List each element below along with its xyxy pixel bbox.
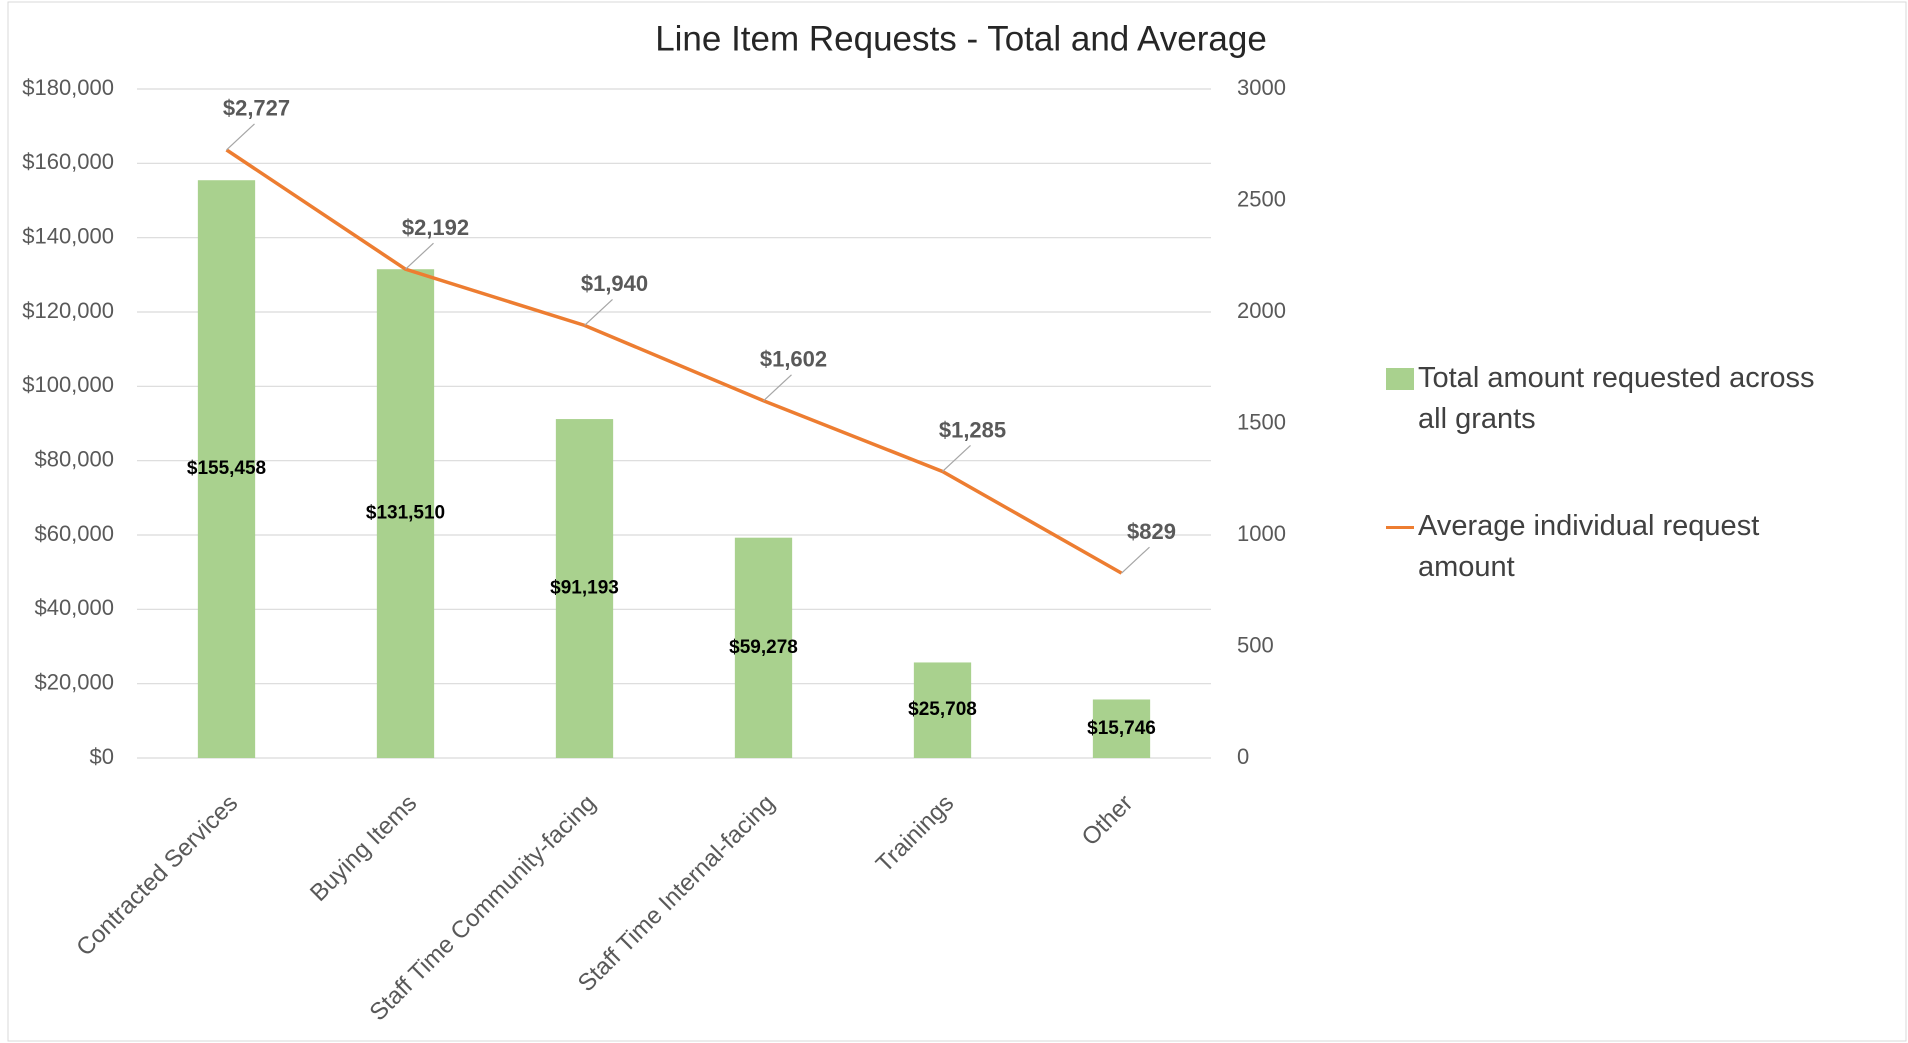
leader-line bbox=[226, 123, 255, 151]
y2-tick-label: 3000 bbox=[1237, 75, 1286, 100]
y-tick-label: $160,000 bbox=[22, 149, 114, 174]
bar-value-label: $15,746 bbox=[1087, 718, 1156, 739]
legend-item: Average individual request amount bbox=[1386, 506, 1826, 588]
y-tick-label: $60,000 bbox=[34, 521, 114, 546]
y2-tick-label: 1500 bbox=[1237, 409, 1286, 434]
bar-value-label: $155,458 bbox=[187, 458, 266, 479]
y-tick-label: $20,000 bbox=[34, 669, 114, 694]
chart-frame bbox=[7, 1, 1907, 1042]
leader-line bbox=[1121, 546, 1150, 574]
legend-item: Total amount requested across all grants bbox=[1386, 358, 1826, 440]
bar bbox=[734, 537, 793, 758]
legend-swatch bbox=[1386, 368, 1414, 390]
bar-value-label: $91,193 bbox=[550, 578, 619, 599]
x-tick-label: Contracted Services bbox=[71, 790, 243, 962]
y2-tick-label: 500 bbox=[1237, 632, 1274, 657]
legend-swatch bbox=[1386, 526, 1414, 529]
legend-label: Total amount requested across all grants bbox=[1418, 362, 1815, 435]
line-value-label: $1,285 bbox=[939, 417, 1006, 442]
y-tick-label: $0 bbox=[90, 744, 114, 769]
bar bbox=[913, 662, 972, 758]
y-tick-label: $140,000 bbox=[22, 223, 114, 248]
y2-tick-label: 1000 bbox=[1237, 521, 1286, 546]
chart-title: Line Item Requests - Total and Average bbox=[655, 19, 1267, 58]
bar-value-label: $25,708 bbox=[908, 699, 977, 720]
bar bbox=[1092, 699, 1151, 758]
leader-line bbox=[763, 374, 792, 402]
leader-line bbox=[942, 445, 971, 472]
leader-line bbox=[405, 242, 434, 270]
line-value-label: $1,602 bbox=[760, 347, 827, 372]
y-tick-label: $100,000 bbox=[22, 372, 114, 397]
x-tick-label: Other bbox=[1077, 790, 1139, 852]
line-value-label: $2,192 bbox=[402, 215, 469, 240]
y2-tick-label: 2500 bbox=[1237, 186, 1286, 211]
line bbox=[225, 148, 1123, 575]
y-tick-label: $80,000 bbox=[34, 446, 114, 471]
y2-tick-label: 2000 bbox=[1237, 298, 1286, 323]
leader-line bbox=[584, 298, 613, 326]
x-tick-label: Staff Time Internal-facing bbox=[573, 790, 780, 997]
y-tick-label: $180,000 bbox=[22, 75, 114, 100]
y2-tick-label: 0 bbox=[1237, 744, 1249, 769]
x-tick-label: Buying Items bbox=[305, 790, 422, 907]
y-tick-label: $40,000 bbox=[34, 595, 114, 620]
y-tick-label: $120,000 bbox=[22, 298, 114, 323]
line-value-label: $1,940 bbox=[581, 271, 648, 296]
bar bbox=[555, 419, 614, 758]
legend-label: Average individual request amount bbox=[1418, 510, 1760, 583]
bar bbox=[197, 180, 256, 759]
line-value-label: $829 bbox=[1127, 519, 1176, 544]
line-value-label: $2,727 bbox=[223, 96, 290, 121]
bar bbox=[376, 269, 435, 758]
bar-value-label: $59,278 bbox=[729, 637, 798, 658]
x-tick-label: Trainings bbox=[871, 790, 959, 878]
bar-value-label: $131,510 bbox=[366, 503, 445, 524]
